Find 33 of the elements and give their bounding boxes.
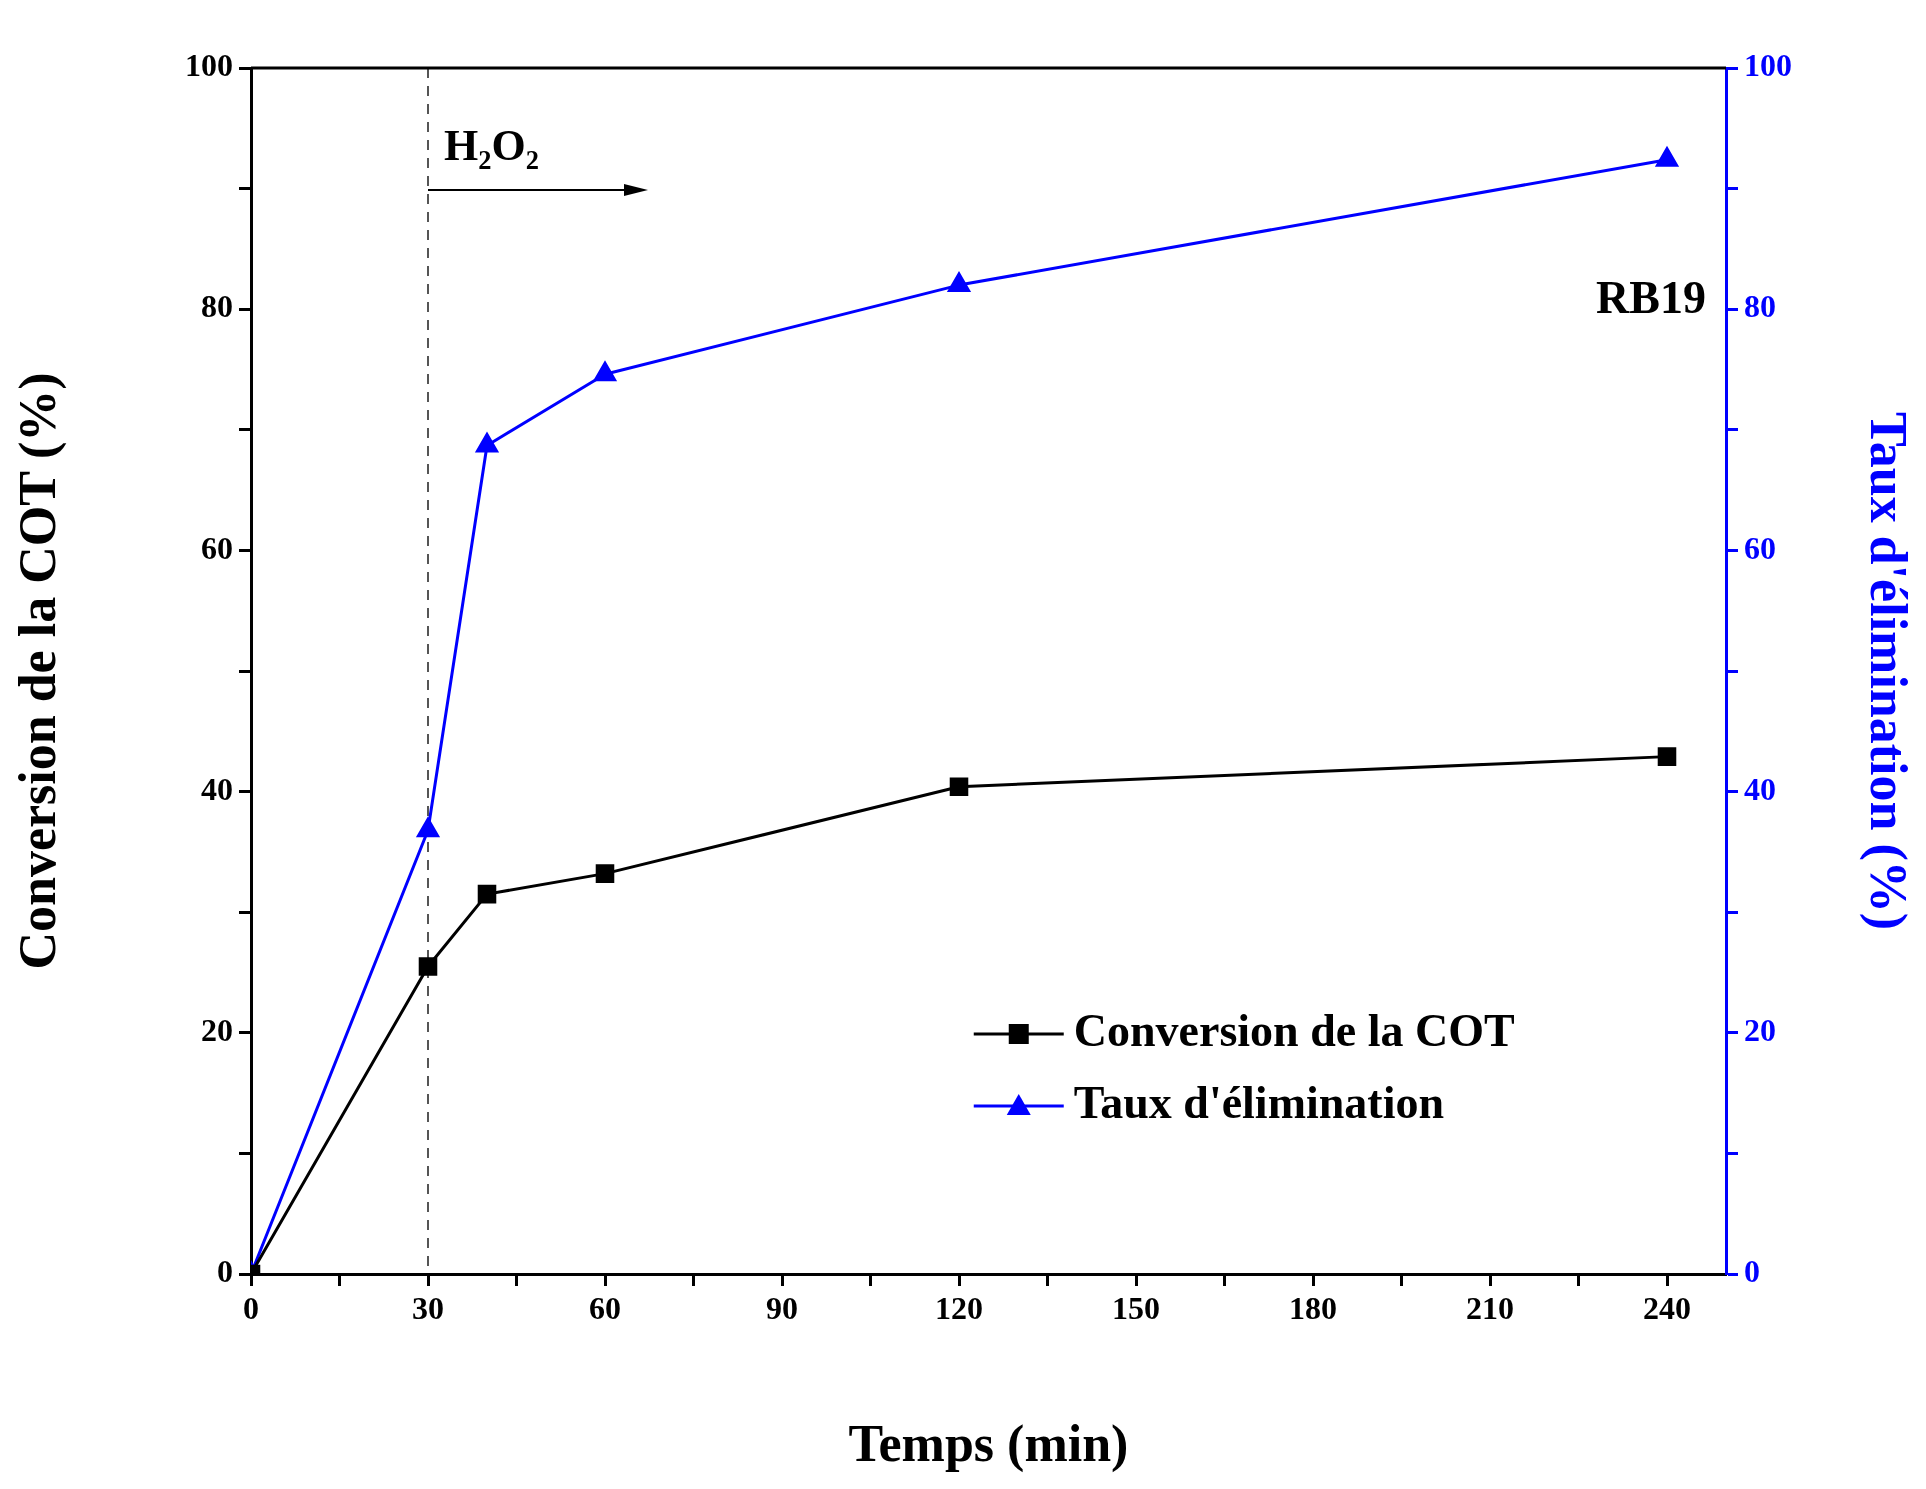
y2-tick-label: 60 [1744,529,1776,566]
y-tick-label: 80 [201,288,233,325]
x-tick-label: 0 [243,1290,259,1327]
y-tick-label: 0 [217,1253,233,1290]
legend-label: Conversion de la COT [1073,1004,1515,1056]
ref-line-label: H₂O₂ [444,121,539,170]
y2-tick-label: 80 [1744,288,1776,325]
point [947,272,971,293]
x-tick-label: 150 [1112,1290,1160,1327]
annotation: RB19 [1596,272,1706,323]
point [416,817,440,838]
y2-tick-label: 0 [1744,1253,1760,1290]
y2-tick-label: 20 [1744,1012,1776,1049]
x-axis-title: Temps (min) [848,1415,1129,1474]
y-axis-title: Conversion de la COT (%) [8,372,67,970]
point [475,432,499,453]
y2-axis-title: Taux d'élimination (%) [1859,411,1918,931]
x-tick-label: 180 [1289,1290,1337,1327]
x-tick-label: 240 [1643,1290,1691,1327]
y-tick-label: 100 [185,47,233,84]
x-tick-label: 30 [412,1290,444,1327]
x-tick-label: 210 [1466,1290,1514,1327]
y-tick-label: 40 [201,770,233,807]
y2-tick-label: 40 [1744,770,1776,807]
y-tick-label: 60 [201,529,233,566]
legend-label: Taux d'élimination [1073,1076,1444,1128]
x-tick-label: 120 [935,1290,983,1327]
point [593,361,617,382]
y-tick-label: 20 [201,1012,233,1049]
x-tick-label: 90 [766,1290,798,1327]
point [1655,147,1679,167]
x-tick-label: 60 [589,1290,621,1327]
y2-tick-label: 100 [1744,47,1792,84]
